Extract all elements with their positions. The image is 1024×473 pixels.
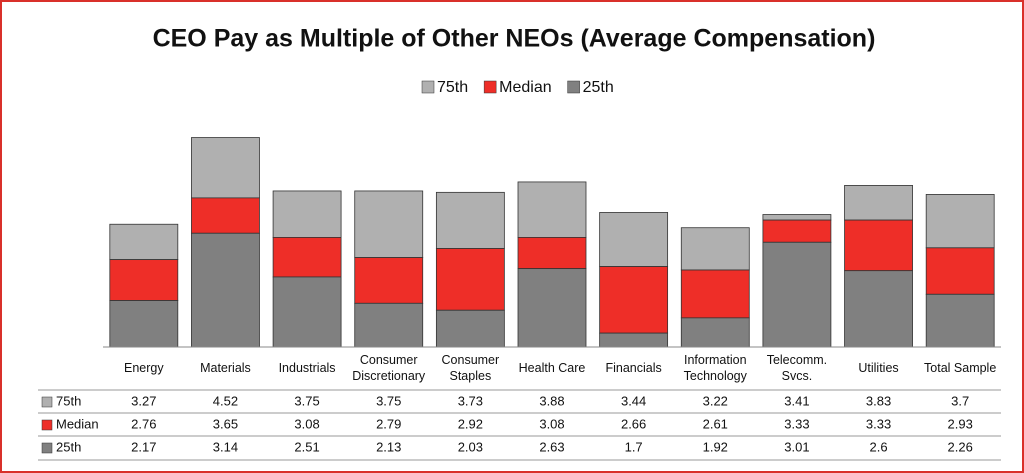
x-tick-label: Energy [124, 361, 164, 375]
bar [680, 317, 750, 348]
table-value: 3.01 [784, 439, 809, 454]
bar [191, 197, 260, 234]
x-tick-label: Information Technology [683, 353, 747, 383]
x-tick-label: Health Care [518, 361, 586, 375]
table-value: 3.08 [294, 416, 319, 431]
bar [517, 268, 587, 348]
bar [272, 237, 342, 278]
table-value: 2.92 [458, 416, 483, 431]
table-value: 1.92 [703, 439, 728, 454]
bar [844, 270, 913, 348]
table-value: 3.83 [866, 393, 891, 408]
table-value: 3.75 [376, 393, 401, 408]
table-row-label: 25th [56, 439, 81, 454]
bar [925, 293, 995, 348]
table-row-label: Median [56, 416, 99, 431]
table-row-label: 75th [56, 393, 81, 408]
bar [435, 191, 505, 249]
table-value: 2.63 [539, 439, 564, 454]
bar [517, 181, 587, 238]
bar [680, 269, 750, 319]
bar [517, 237, 587, 270]
bar [109, 223, 179, 261]
table-value: 4.52 [213, 393, 238, 408]
x-tick-label: Materials [200, 361, 251, 375]
legend-label: 25th [583, 79, 614, 96]
table-value: 2.13 [376, 439, 401, 454]
table-value: 3.33 [866, 416, 891, 431]
table-value: 2.66 [621, 416, 646, 431]
bar [435, 309, 505, 348]
table-value: 3.22 [703, 393, 728, 408]
chart-title: CEO Pay as Multiple of Other NEOs (Avera… [153, 25, 876, 53]
x-tick-label: Industrials [278, 361, 336, 375]
x-tick-label: Consumer Discretionary [352, 353, 426, 383]
bar [844, 219, 913, 272]
bar [191, 137, 260, 199]
x-tick-label: Financials [605, 361, 662, 375]
bar [272, 190, 342, 238]
bar [925, 194, 995, 249]
table-value: 2.17 [131, 439, 156, 454]
table-swatch [41, 419, 53, 431]
table-value: 3.44 [621, 393, 646, 408]
bar [599, 332, 669, 348]
bar [599, 266, 669, 334]
table-value: 2.93 [948, 416, 973, 431]
table-value: 2.61 [703, 416, 728, 431]
table-value: 2.79 [376, 416, 401, 431]
legend-swatch [483, 80, 497, 94]
bar [191, 232, 260, 348]
bar [680, 227, 750, 271]
legend-swatch [421, 80, 435, 94]
table-swatch [41, 396, 53, 408]
bar [844, 185, 913, 221]
x-tick-label: Telecomm. Svcs. [766, 353, 828, 383]
table-value: 3.33 [784, 416, 809, 431]
x-tick-label: Utilities [858, 361, 899, 375]
bar [762, 241, 832, 348]
table-value: 3.73 [458, 393, 483, 408]
table-swatch [41, 442, 53, 454]
bar [762, 219, 832, 243]
table-value: 3.75 [294, 393, 319, 408]
table-value: 3.41 [784, 393, 809, 408]
table-value: 3.08 [539, 416, 564, 431]
table-value: 3.7 [951, 393, 969, 408]
table-value: 2.51 [294, 439, 319, 454]
bar [354, 302, 424, 348]
legend-label: Median [499, 79, 551, 96]
table-value: 3.65 [213, 416, 238, 431]
bar [435, 248, 505, 311]
bar [762, 214, 832, 221]
x-tick-label: Total Sample [924, 361, 997, 375]
bar [354, 190, 424, 258]
bar [272, 276, 342, 348]
bar [925, 247, 995, 295]
bar [354, 257, 424, 304]
table-value: 3.14 [213, 439, 238, 454]
table-value: 2.03 [458, 439, 483, 454]
table-value: 1.7 [625, 439, 643, 454]
table-value: 2.26 [948, 439, 973, 454]
table-value: 2.76 [131, 416, 156, 431]
legend-swatch [567, 80, 580, 94]
bar [109, 259, 179, 301]
table-value: 3.27 [131, 393, 156, 408]
x-tick-label: Consumer Staples [441, 353, 500, 383]
legend-label: 75th [437, 79, 468, 96]
bar [109, 300, 179, 348]
table-value: 3.88 [539, 393, 564, 408]
bar [599, 212, 669, 267]
table-value: 2.6 [870, 439, 888, 454]
